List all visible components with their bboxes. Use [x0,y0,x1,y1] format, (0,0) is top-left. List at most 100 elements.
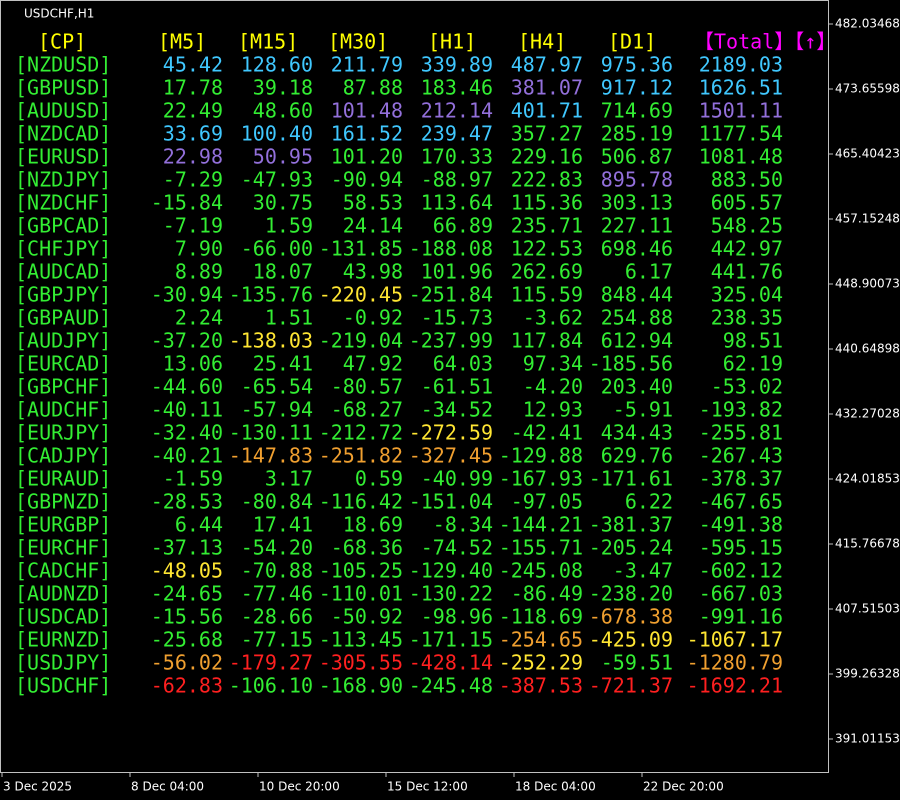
strength-value: 612.94 [601,329,673,353]
strength-value: 25.41 [253,352,313,376]
strength-value: 98.51 [723,329,783,353]
strength-value: 401.71 [511,99,583,123]
strength-value: -40.21 [151,444,223,468]
pair-label: [AUDJPY] [15,329,111,353]
strength-value: -50.92 [331,605,403,629]
pair-label: [CHFJPY] [15,237,111,261]
strength-value: 45.42 [163,53,223,77]
pair-label: [USDCHF] [15,674,111,698]
pair-label: [AUDCHF] [15,398,111,422]
strength-value: -219.04 [319,329,403,353]
strength-value: -491.38 [699,513,783,537]
strength-value: 381.07 [511,76,583,100]
time-label: 15 Dec 12:00 [387,780,468,794]
strength-value: 285.19 [601,122,673,146]
strength-value: 605.57 [711,191,783,215]
strength-value: -86.49 [511,582,583,606]
column-header: [M30] [328,30,388,54]
strength-value: 506.87 [601,145,673,169]
strength-value: 357.27 [511,122,583,146]
pair-label: [NZDCHF] [15,191,111,215]
strength-value: -7.29 [163,168,223,192]
strength-value: -721.37 [589,674,673,698]
strength-value: -42.41 [511,421,583,445]
strength-value: -254.65 [499,628,583,652]
strength-value: 170.33 [421,145,493,169]
strength-value: -425.09 [589,628,673,652]
strength-value: -47.93 [241,168,313,192]
pair-label: [EURCAD] [15,352,111,376]
strength-value: 48.60 [253,99,313,123]
strength-value: 22.98 [163,145,223,169]
pair-label: [EURCHF] [15,536,111,560]
pair-label: [AUDUSD] [15,99,111,123]
strength-value: -138.03 [229,329,313,353]
strength-value: -129.88 [499,444,583,468]
strength-value: -251.84 [409,283,493,307]
strength-value: -28.53 [151,490,223,514]
strength-value: -32.40 [151,421,223,445]
strength-value: -1067.17 [687,628,783,652]
strength-value: -65.54 [241,375,313,399]
strength-value: -97.05 [511,490,583,514]
column-header: [M5] [158,30,206,54]
pair-label: [EURAUD] [15,467,111,491]
strength-value: 227.11 [601,214,673,238]
price-label: 407.51503 [835,602,900,616]
strength-value: -147.83 [229,444,313,468]
strength-value: 58.53 [343,191,403,215]
column-header: [CP] [38,30,86,54]
strength-value: -381.37 [589,513,673,537]
strength-value: 66.89 [433,214,493,238]
strength-value: -59.51 [601,651,673,675]
strength-value: 100.40 [241,122,313,146]
strength-value: 1.59 [265,214,313,238]
price-label: 391.01153 [835,732,900,746]
price-label: 473.65598 [835,82,900,96]
pair-label: [NZDUSD] [15,53,111,77]
strength-value: -151.04 [409,490,493,514]
strength-value: -40.99 [421,467,493,491]
strength-value: -8.34 [433,513,493,537]
time-label: 10 Dec 20:00 [259,780,340,794]
strength-value: 33.69 [163,122,223,146]
strength-value: -15.56 [151,605,223,629]
strength-value: -212.72 [319,421,403,445]
strength-value: 8.89 [175,260,223,284]
strength-value: -3.47 [613,559,673,583]
strength-value: -245.08 [499,559,583,583]
strength-value: -110.01 [319,582,403,606]
strength-value: -37.20 [151,329,223,353]
strength-value: -61.51 [421,375,493,399]
strength-value: -237.99 [409,329,493,353]
strength-value: -602.12 [699,559,783,583]
strength-value: 548.25 [711,214,783,238]
strength-value: -135.76 [229,283,313,307]
strength-value: 442.97 [711,237,783,261]
strength-value: -62.83 [151,674,223,698]
strength-value: -272.59 [409,421,493,445]
strength-value: 239.47 [421,122,493,146]
price-label: 399.26328 [835,667,900,681]
strength-value: 97.34 [523,352,583,376]
strength-value: -24.65 [151,582,223,606]
pair-label: [EURNZD] [15,628,111,652]
strength-value: 1081.48 [699,145,783,169]
pair-label: [GBPNZD] [15,490,111,514]
strength-value: -167.93 [499,467,583,491]
strength-value: -130.11 [229,421,313,445]
price-label: 465.40423 [835,147,900,161]
strength-value: 883.50 [711,168,783,192]
strength-value: 18.69 [343,513,403,537]
time-label: 22 Dec 20:00 [643,780,724,794]
strength-value: 101.20 [331,145,403,169]
strength-value: 2189.03 [699,53,783,77]
strength-value: 24.14 [343,214,403,238]
strength-value: -5.91 [613,398,673,422]
strength-value: 47.92 [343,352,403,376]
strength-value: -185.56 [589,352,673,376]
strength-value: 222.83 [511,168,583,192]
strength-value: 22.49 [163,99,223,123]
strength-value: -305.55 [319,651,403,675]
strength-value: -4.20 [523,375,583,399]
